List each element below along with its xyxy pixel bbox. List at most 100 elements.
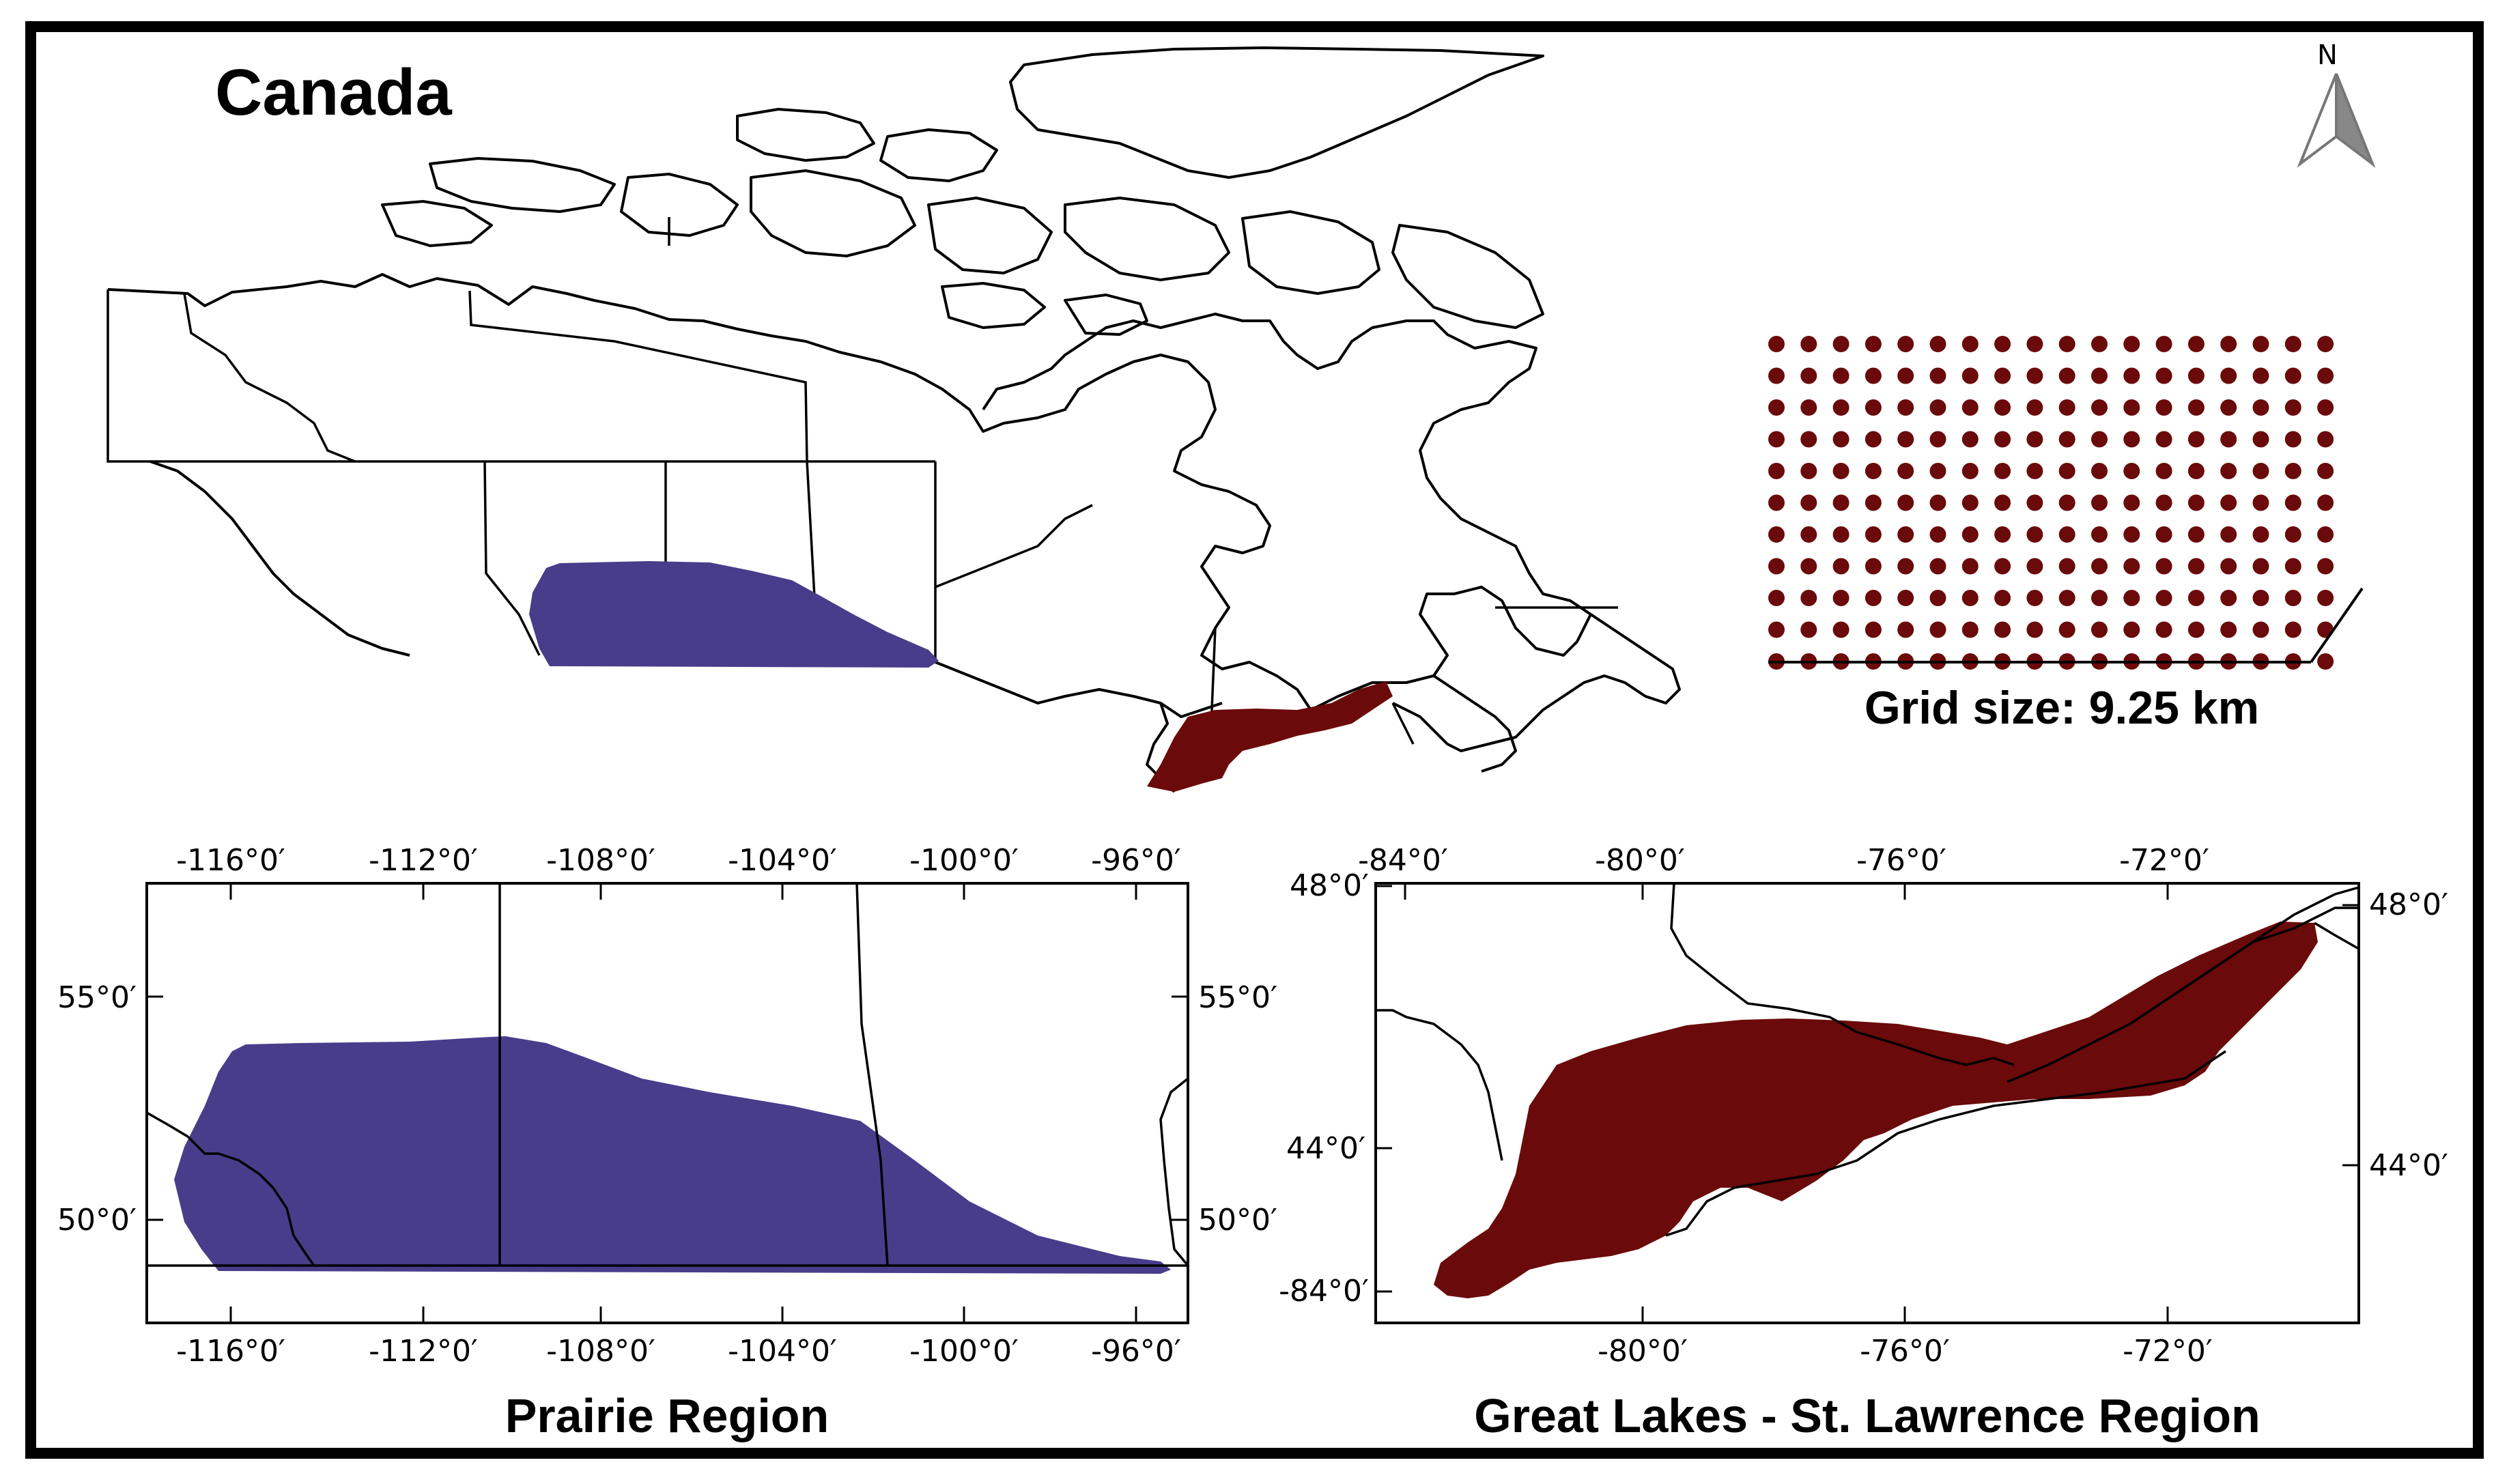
grid-dot [2284, 336, 2301, 352]
grid-dot [2123, 431, 2140, 448]
canada-overview-map: Canada [107, 46, 1681, 793]
axis-tick-label: -116°0′ [176, 1334, 285, 1369]
grid-dot [1865, 590, 1882, 606]
grid-dot [1865, 336, 1882, 352]
grid-dot [1994, 399, 2011, 416]
grid-dot [1865, 463, 1882, 479]
grid-dot [2187, 621, 2205, 638]
great-lakes-region-overview [1147, 681, 1393, 792]
axis-tick-label: 48°0′ [1290, 868, 1369, 903]
prairie-region-overview [529, 561, 939, 668]
grid-dot [1897, 367, 1914, 384]
great-lakes-ticks: -84°0′ -80°0′ -76°0′ -72°0′ -80°0′ -76°0′ -72°… [1279, 843, 2448, 1369]
grid-dot [1800, 431, 1817, 448]
grid-dot [1768, 399, 1785, 416]
grid-dot [2091, 399, 2108, 416]
grid-dot [2317, 653, 2334, 670]
grid-dot [2026, 621, 2043, 638]
grid-dot [1929, 431, 1946, 448]
grid-dot [2123, 336, 2140, 352]
axis-tick-label: -76°0′ [1856, 843, 1946, 878]
grid-dot [1800, 463, 1817, 479]
grid-dot [2187, 494, 2205, 511]
grid-dot [1768, 431, 1785, 448]
grid-dot [2187, 463, 2205, 479]
grid-dot [1929, 621, 1946, 638]
great-lakes-region-detail [1434, 922, 2318, 1298]
grid-dot [2091, 336, 2108, 352]
grid-dot [1897, 621, 1914, 638]
grid-dot [1800, 621, 1817, 638]
grid-dot [1832, 399, 1849, 416]
grid-dot [2220, 526, 2237, 543]
grid-diagonal [2310, 587, 2364, 663]
grid-dot [2220, 367, 2237, 384]
grid-dot [2123, 590, 2140, 606]
axis-tick-label: -80°0′ [1598, 1334, 1688, 1369]
grid-dot [2058, 558, 2075, 575]
grid-dot [2284, 590, 2301, 606]
axis-tick-label: -84°0′ [1279, 1274, 1369, 1309]
axis-tick-label: -96°0′ [1091, 843, 1181, 878]
grid-dot [2058, 399, 2075, 416]
grid-dot [1865, 399, 1882, 416]
grid-dot [2284, 463, 2301, 479]
grid-dot [2155, 526, 2172, 543]
grid-dot [1994, 590, 2011, 606]
grid-dot [2220, 463, 2237, 479]
grid-dot [2252, 526, 2269, 543]
grid-dot [1929, 367, 1946, 384]
grid-dot [2284, 526, 2301, 543]
grid-dot [2252, 494, 2269, 511]
grid-dot [1832, 590, 1849, 606]
grid-dot [1832, 431, 1849, 448]
grid-dot [1994, 558, 2011, 575]
grid-size-legend: Grid size: 9.25 km [1768, 336, 2364, 734]
grid-dot [1961, 399, 1979, 416]
grid-dot [2026, 431, 2043, 448]
grid-dot [1800, 558, 1817, 575]
grid-dot [2317, 558, 2334, 575]
prairie-region-detail [174, 1036, 1171, 1274]
grid-dot [2284, 494, 2301, 511]
grid-dot [2155, 463, 2172, 479]
grid-dot [2091, 463, 2108, 479]
north-label: N [2317, 40, 2338, 71]
grid-dot [1897, 399, 1914, 416]
grid-dot [2284, 621, 2301, 638]
grid-dot [1832, 494, 1849, 511]
grid-dot [1961, 558, 1979, 575]
grid-dot [2252, 558, 2269, 575]
grid-dot [2091, 558, 2108, 575]
grid-dot [1897, 336, 1914, 352]
grid-dot [1961, 526, 1979, 543]
grid-dot [2220, 558, 2237, 575]
grid-dot [1897, 431, 1914, 448]
grid-dot [1994, 463, 2011, 479]
grid-dot [1929, 399, 1946, 416]
axis-tick-label: 50°0′ [57, 1203, 137, 1238]
axis-tick-label: -100°0′ [909, 1334, 1019, 1369]
grid-dot [2058, 336, 2075, 352]
grid-dot [1994, 336, 2011, 352]
grid-dot [2284, 399, 2301, 416]
grid-dot [2026, 367, 2043, 384]
grid-dot [2123, 463, 2140, 479]
grid-dot [1865, 621, 1882, 638]
grid-dot [2155, 399, 2172, 416]
grid-dot [2155, 621, 2172, 638]
grid-dot [1897, 558, 1914, 575]
grid-dot [1832, 526, 1849, 543]
grid-dot [1994, 494, 2011, 511]
axis-tick-label: -100°0′ [909, 843, 1019, 878]
axis-tick-label: -104°0′ [728, 843, 837, 878]
grid-dot [1832, 463, 1849, 479]
grid-dot [1800, 526, 1817, 543]
grid-dot [2123, 399, 2140, 416]
grid-dot [1800, 367, 1817, 384]
grid-dot [2187, 367, 2205, 384]
grid-dot [2155, 558, 2172, 575]
grid-dot [2220, 621, 2237, 638]
grid-dot [1865, 431, 1882, 448]
grid-dot [2284, 558, 2301, 575]
